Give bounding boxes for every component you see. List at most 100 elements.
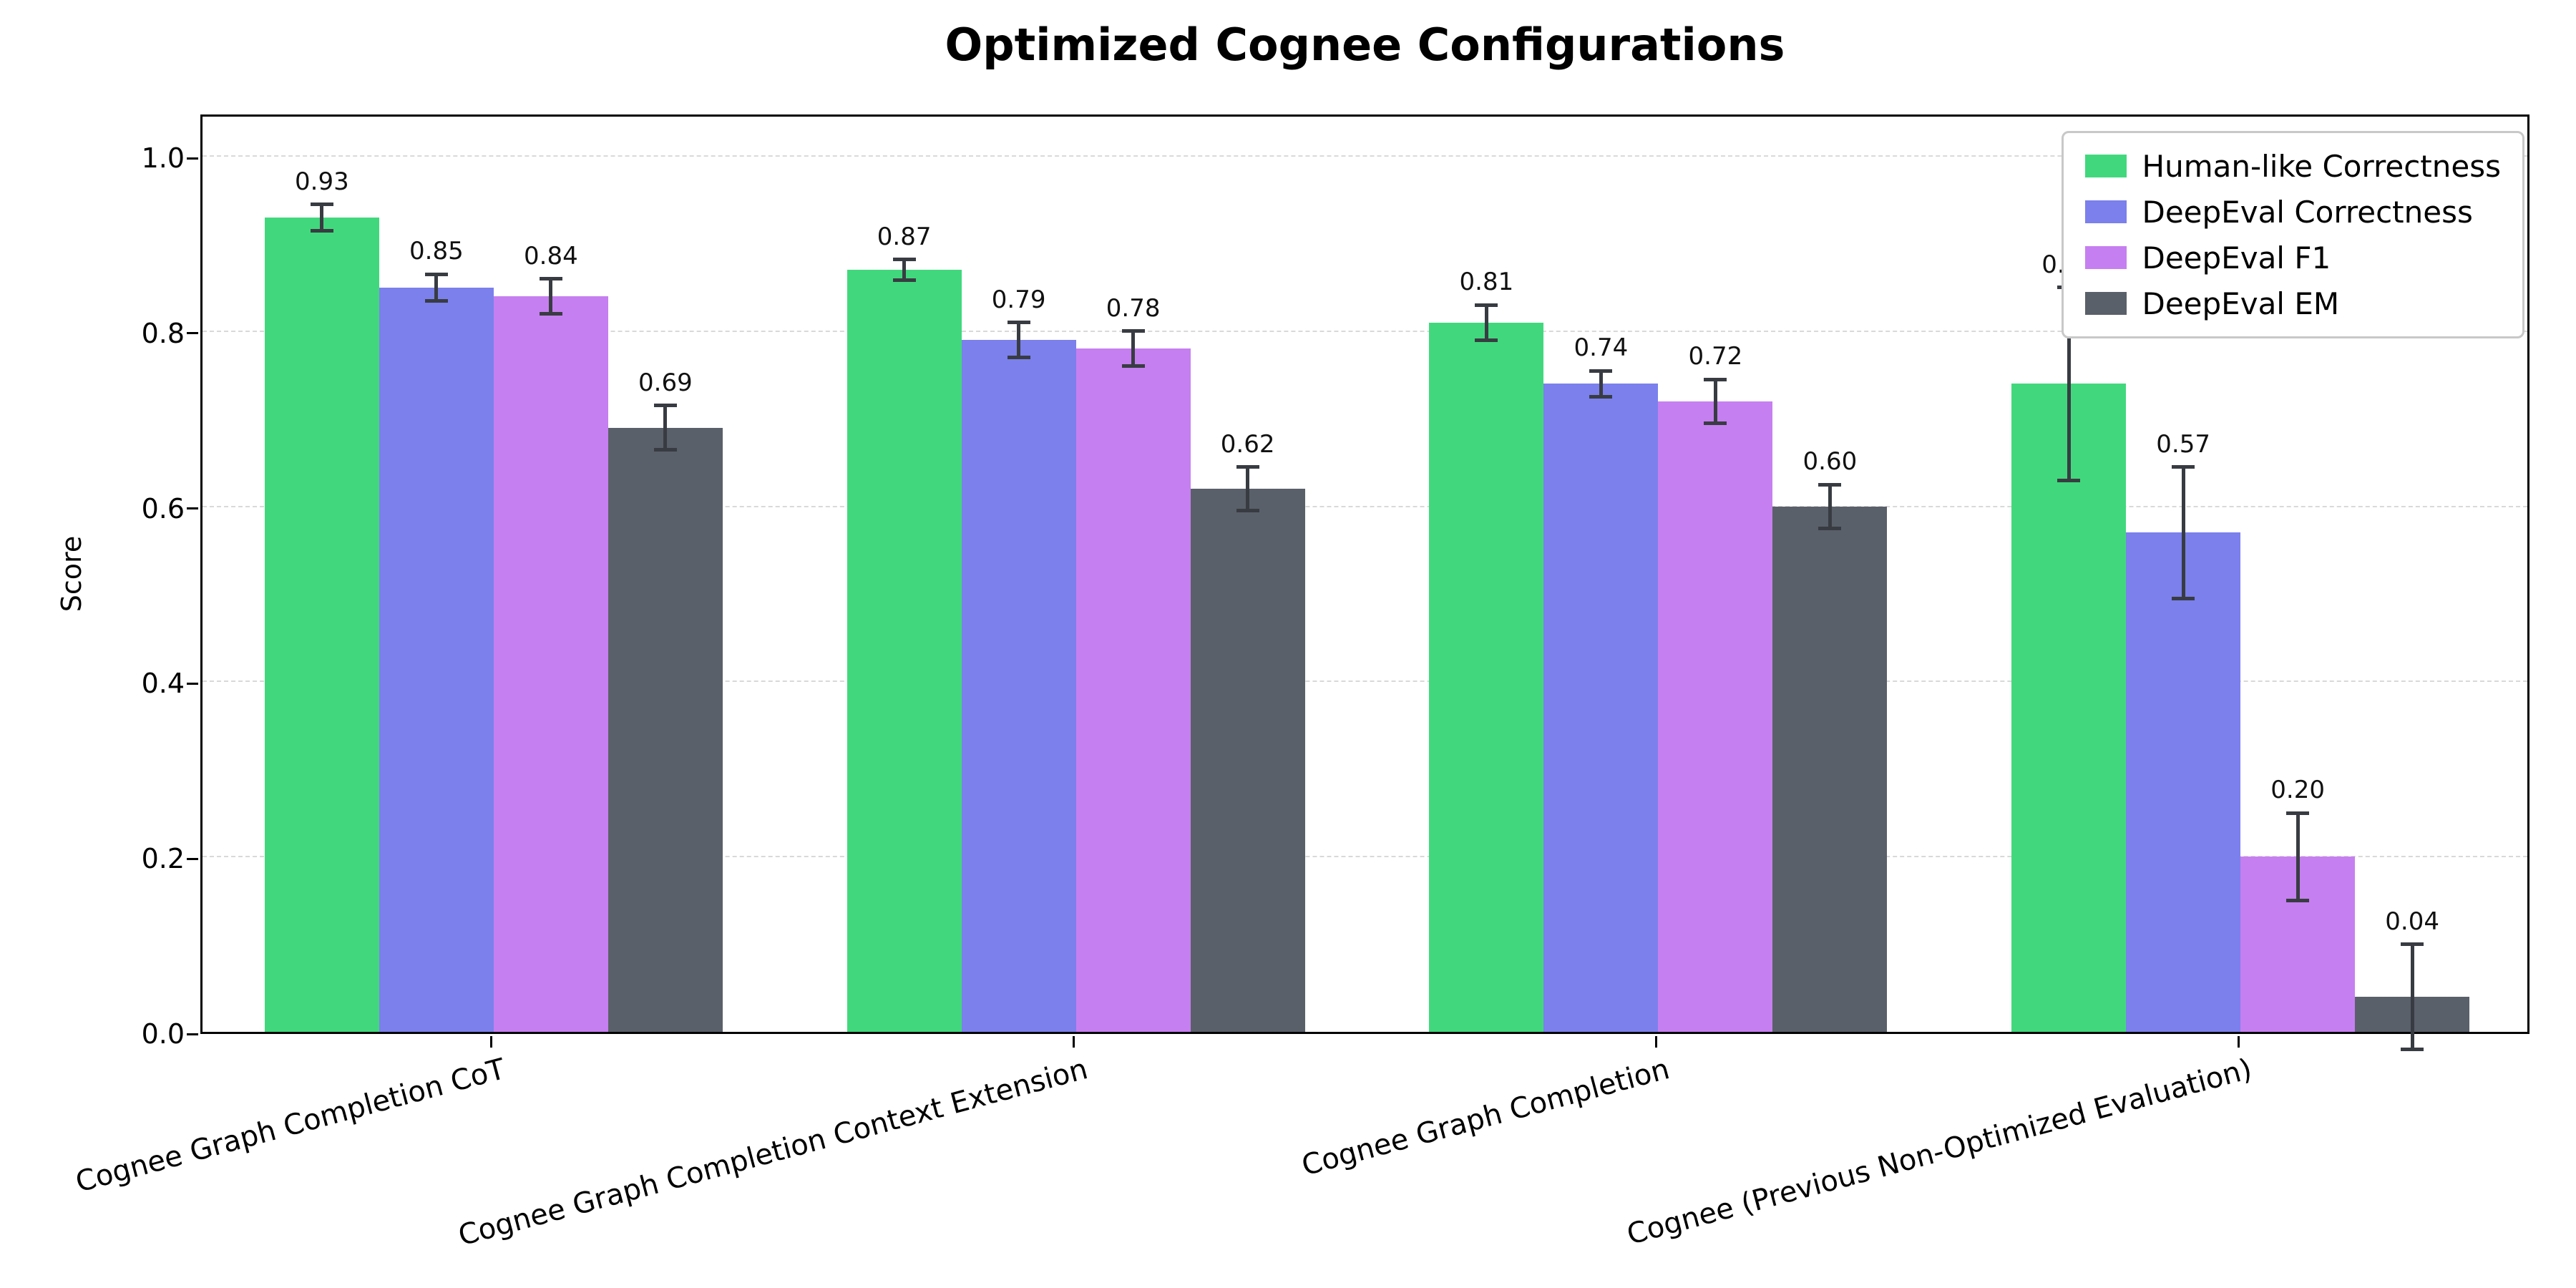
y-tick-mark: [187, 1033, 198, 1035]
error-bar-cap: [892, 278, 916, 283]
x-tick-mark: [490, 1036, 493, 1048]
error-bar-cap: [1589, 369, 1613, 373]
gridline: [203, 856, 2527, 858]
x-tick-mark: [1654, 1036, 1657, 1048]
error-bar: [1246, 467, 1250, 511]
y-tick-mark: [187, 682, 198, 685]
error-bar-cap: [1475, 303, 1498, 307]
x-tick-mark: [1073, 1036, 1075, 1048]
legend-item: DeepEval F1: [2084, 240, 2502, 275]
gridline: [203, 330, 2527, 332]
bar-value-label: 0.85: [409, 237, 464, 266]
x-tick-mark: [2237, 1036, 2240, 1048]
error-bar-cap: [1818, 526, 1842, 530]
gridline: [203, 680, 2527, 683]
error-bar-cap: [2057, 478, 2081, 482]
bar: [1429, 322, 1544, 1032]
x-tick-label: Cognee (Previous Non-Optimized Evaluatio…: [1623, 1053, 2256, 1252]
bar: [1543, 384, 1659, 1032]
legend-label: DeepEval EM: [2142, 286, 2340, 321]
chart-title: Optimized Cognee Configurations: [945, 19, 1785, 71]
bar: [961, 340, 1076, 1032]
error-bar: [663, 405, 668, 450]
bar-value-label: 0.60: [1802, 447, 1858, 477]
error-bar: [902, 259, 907, 280]
bar: [2011, 384, 2127, 1032]
error-bar-cap: [1007, 321, 1030, 325]
error-bar-cap: [892, 258, 916, 262]
legend-label: Human-like Correctness: [2142, 148, 2502, 184]
legend-item: DeepEval Correctness: [2084, 194, 2502, 230]
bar-value-label: 0.87: [877, 222, 932, 251]
bar-value-label: 0.78: [1106, 293, 1161, 323]
error-bar: [1713, 379, 1717, 424]
error-bar-cap: [1704, 377, 1727, 381]
bar: [1772, 506, 1888, 1032]
bar-value-label: 0.57: [2156, 429, 2210, 459]
gridline: [203, 155, 2527, 157]
bar-value-label: 0.84: [524, 241, 578, 270]
bar-value-label: 0.74: [1574, 333, 1629, 363]
y-tick-mark: [187, 157, 198, 160]
bar-value-label: 0.69: [638, 368, 693, 397]
x-tick-label: Cognee Graph Completion CoT: [72, 1053, 509, 1199]
error-bar-cap: [2172, 465, 2195, 469]
y-tick-label: 1.0: [141, 142, 185, 175]
bar: [493, 296, 608, 1032]
y-axis-label: Score: [56, 535, 87, 613]
y-tick-label: 0.6: [141, 492, 185, 525]
error-bar-cap: [1121, 364, 1145, 369]
error-bar-cap: [2172, 596, 2195, 600]
bar: [847, 270, 962, 1032]
y-tick-label: 0.4: [141, 668, 185, 700]
bar: [379, 287, 494, 1032]
bar: [264, 217, 379, 1032]
error-bar-cap: [653, 404, 677, 408]
error-bar: [1484, 305, 1488, 341]
bar: [1658, 401, 1773, 1032]
y-tick-mark: [187, 857, 198, 860]
bar-value-label: 0.62: [1220, 429, 1275, 459]
error-bar-cap: [539, 311, 562, 316]
error-bar-cap: [1818, 482, 1842, 487]
y-tick-mark: [187, 332, 198, 335]
bar: [2126, 532, 2241, 1032]
bar-value-label: 0.79: [991, 285, 1046, 314]
error-bar-cap: [1007, 356, 1030, 360]
bar-value-label: 0.93: [295, 167, 349, 196]
legend-swatch: [2084, 155, 2127, 177]
error-bar: [320, 204, 324, 231]
x-tick-label: Cognee Graph Completion: [1298, 1053, 1674, 1183]
bar-value-label: 0.20: [2270, 776, 2325, 805]
gridline: [203, 505, 2527, 507]
error-bar-cap: [1704, 421, 1727, 425]
bar-value-label: 0.04: [2385, 907, 2439, 936]
error-bar: [549, 278, 553, 314]
error-bar: [434, 274, 439, 301]
error-bar: [2410, 944, 2414, 1050]
error-bar-cap: [1236, 465, 1259, 469]
legend: Human-like Correctness DeepEval Correctne…: [2061, 131, 2524, 338]
legend-item: DeepEval EM: [2084, 286, 2502, 321]
legend-label: DeepEval F1: [2142, 240, 2331, 275]
bar: [1190, 489, 1305, 1032]
error-bar: [2296, 813, 2300, 901]
error-bar-cap: [310, 228, 333, 233]
error-bar-cap: [2286, 811, 2310, 815]
bar-value-label: 0.81: [1459, 268, 1514, 297]
y-tick-label: 0.0: [141, 1018, 185, 1050]
error-bar-cap: [310, 203, 333, 206]
error-bar: [1131, 331, 1136, 366]
error-bar: [2067, 287, 2071, 480]
legend-swatch: [2084, 246, 2127, 269]
bar-value-label: 0.72: [1688, 342, 1743, 371]
legend-label: DeepEval Correctness: [2142, 194, 2473, 230]
error-bar-cap: [1236, 509, 1259, 513]
error-bar-cap: [1589, 395, 1613, 399]
x-tick-label: Cognee Graph Completion Context Extensio…: [454, 1053, 1091, 1253]
legend-item: Human-like Correctness: [2084, 148, 2502, 184]
error-bar-cap: [539, 277, 562, 281]
error-bar-cap: [424, 272, 448, 276]
error-bar-cap: [2401, 942, 2424, 947]
